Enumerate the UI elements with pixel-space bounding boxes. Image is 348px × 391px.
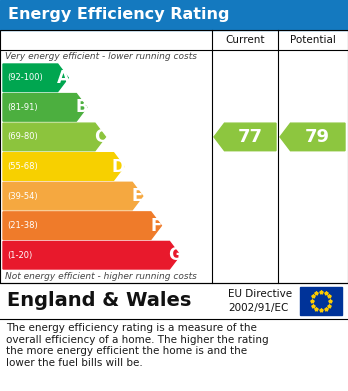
Bar (0, 283, 348, 319)
Polygon shape (280, 123, 345, 151)
Polygon shape (3, 182, 143, 210)
Text: (21-38): (21-38) (7, 221, 38, 230)
Text: Not energy efficient - higher running costs: Not energy efficient - higher running co… (5, 272, 197, 281)
Text: Current: Current (225, 35, 265, 45)
Text: B: B (75, 99, 88, 117)
Text: (39-54): (39-54) (7, 192, 38, 201)
Text: (81-91): (81-91) (7, 103, 38, 112)
Text: 79: 79 (305, 128, 330, 146)
Polygon shape (3, 64, 68, 91)
Text: D: D (112, 158, 126, 176)
Text: E: E (132, 187, 143, 205)
Polygon shape (3, 153, 124, 180)
Text: (92-100): (92-100) (7, 73, 43, 82)
Text: England & Wales: England & Wales (7, 292, 191, 310)
Text: Potential: Potential (290, 35, 335, 45)
Polygon shape (3, 241, 180, 269)
Text: (55-68): (55-68) (7, 162, 38, 171)
Text: Energy Efficiency Rating: Energy Efficiency Rating (8, 7, 229, 23)
Text: G: G (168, 246, 182, 264)
Polygon shape (3, 93, 87, 121)
Text: C: C (94, 128, 106, 146)
Text: The energy efficiency rating is a measure of the
overall efficiency of a home. T: The energy efficiency rating is a measur… (6, 323, 269, 368)
Text: F: F (150, 217, 162, 235)
Bar (0, 30, 348, 283)
Polygon shape (3, 212, 161, 239)
Text: A: A (56, 69, 69, 87)
Text: (1-20): (1-20) (7, 251, 32, 260)
Text: (69-80): (69-80) (7, 133, 38, 142)
Text: Very energy efficient - lower running costs: Very energy efficient - lower running co… (5, 52, 197, 61)
Polygon shape (214, 123, 276, 151)
Bar (300, 287, 342, 315)
Text: 77: 77 (238, 128, 263, 146)
Text: EU Directive
2002/91/EC: EU Directive 2002/91/EC (228, 289, 292, 312)
Bar (0, 0, 348, 30)
Polygon shape (3, 123, 105, 151)
